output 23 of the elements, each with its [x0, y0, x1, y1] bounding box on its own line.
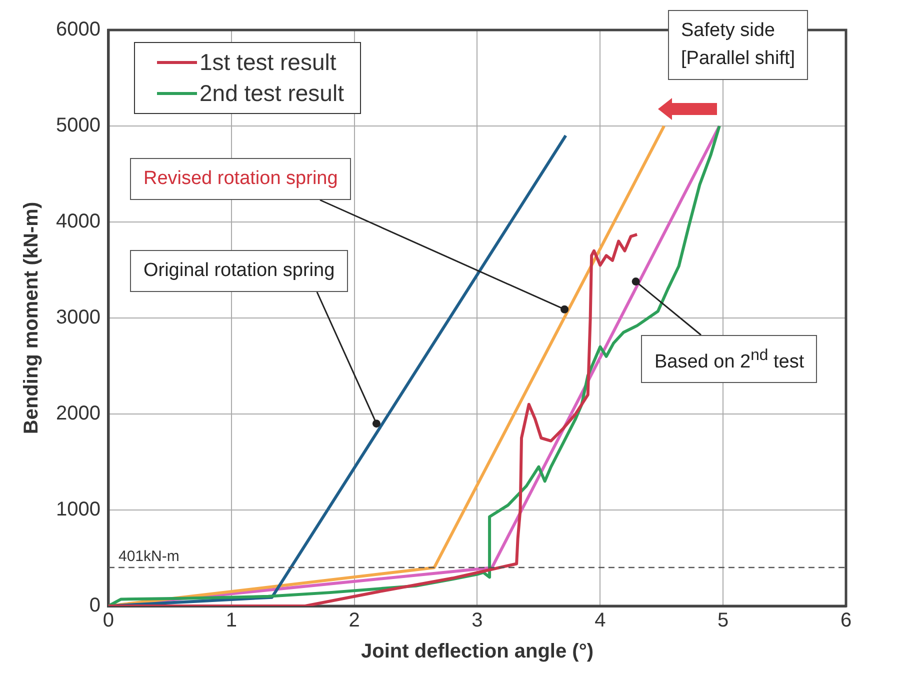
x-tick-label: 2 [348, 610, 360, 632]
x-tick-label: 4 [594, 610, 606, 632]
x-tick-label: 1 [226, 610, 237, 632]
y-tick-label: 2000 [56, 402, 100, 425]
ref-line-label: 401kN-m [118, 548, 180, 566]
annotation: Based on 2$^{nd}$ test [641, 335, 818, 384]
annotation: Original rotation spring [130, 250, 348, 292]
x-tick-label: 0 [102, 610, 114, 632]
y-tick-label: 6000 [56, 18, 100, 41]
annotation: Safety side [Parallel shift] [668, 10, 808, 80]
x-tick-label: 6 [840, 610, 852, 632]
annotation: Revised rotation spring [130, 158, 351, 200]
x-axis-title: Joint deflection angle (°) [361, 640, 594, 663]
y-tick-label: 1000 [56, 498, 100, 521]
legend-label: 1st test result [199, 48, 336, 77]
y-tick-label: 3000 [56, 306, 100, 329]
y-axis-title: Bending moment (kN-m) [20, 202, 43, 434]
y-tick-label: 4000 [56, 210, 100, 233]
y-tick-label: 0 [89, 594, 100, 617]
y-tick-label: 5000 [56, 114, 100, 137]
legend-label: 2nd test result [199, 79, 344, 108]
x-tick-label: 3 [472, 610, 483, 632]
x-tick-label: 5 [718, 610, 729, 632]
